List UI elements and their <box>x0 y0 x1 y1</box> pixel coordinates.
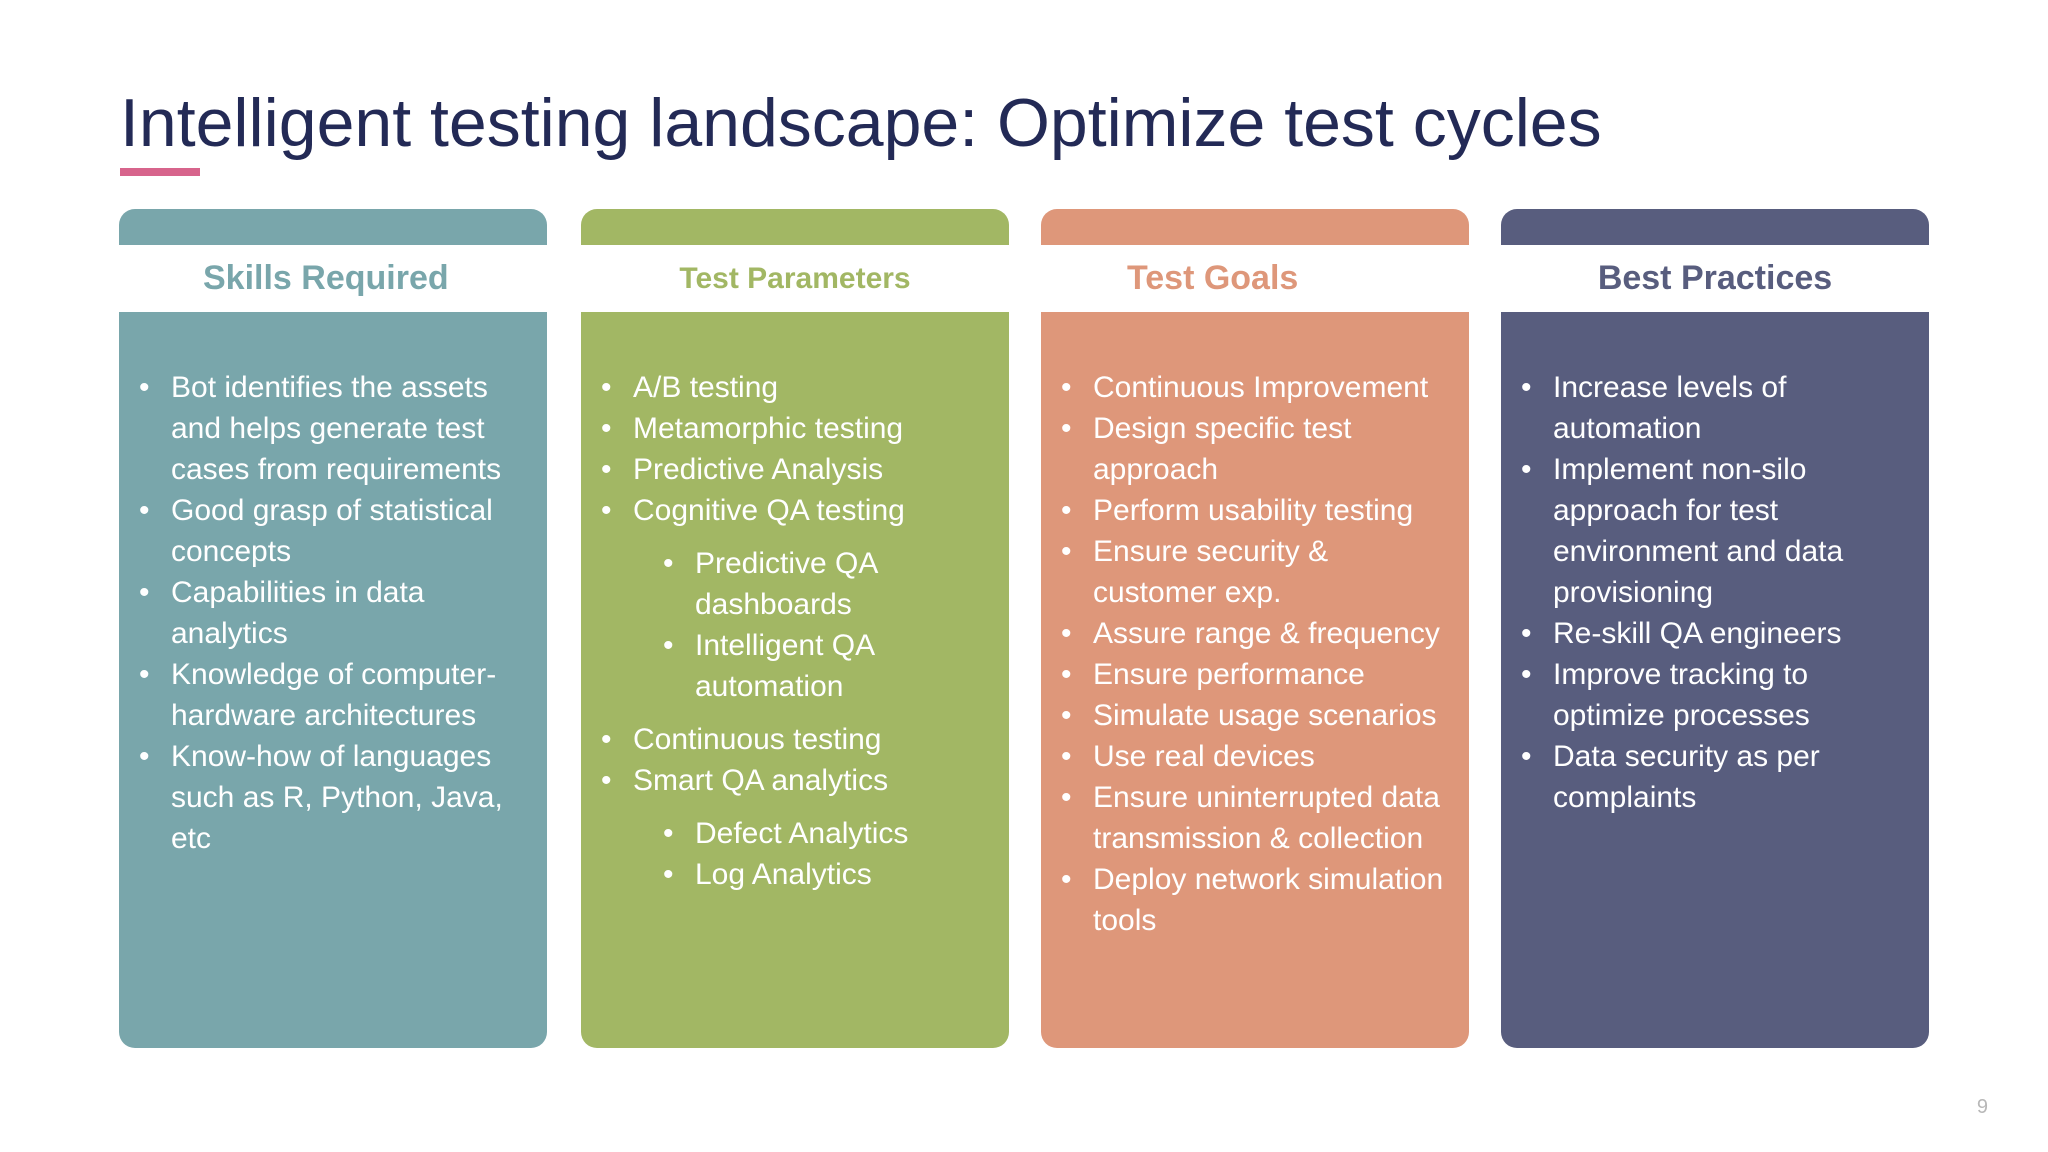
title-accent-bar <box>120 168 200 176</box>
card-best-practices: Best Practices Increase levels of automa… <box>1501 209 1929 1048</box>
list-item: Re-skill QA engineers <box>1521 613 1919 654</box>
list-item: Use real devices <box>1061 736 1459 777</box>
card-header-goals: Test Goals <box>1041 245 1469 312</box>
list-item: Ensure uninterrupted data transmission &… <box>1061 777 1459 859</box>
list-item: Increase levels of automation <box>1521 367 1919 449</box>
list-item: Capabilities in data analytics <box>139 572 537 654</box>
list-item: Continuous testing <box>601 719 999 760</box>
sub-list-item: Defect Analytics <box>663 813 999 854</box>
sub-list-item: Intelligent QA automation <box>663 625 999 707</box>
list-item: Know-how of languages such as R, Python,… <box>139 736 537 859</box>
list-item: Improve tracking to optimize processes <box>1521 654 1919 736</box>
list-item: Perform usability testing <box>1061 490 1459 531</box>
slide-title: Intelligent testing landscape: Optimize … <box>120 85 1602 161</box>
list-item: Bot identifies the assets and helps gene… <box>139 367 537 490</box>
list-item: Predictive Analysis <box>601 449 999 490</box>
skills-list: Bot identifies the assets and helps gene… <box>119 367 547 859</box>
list-item: Data security as per complaints <box>1521 736 1919 818</box>
list-item: Assure range & frequency <box>1061 613 1459 654</box>
list-item: Good grasp of statistical concepts <box>139 490 537 572</box>
sub-list-item: Predictive QA dashboards <box>663 543 999 625</box>
list-item: Continuous Improvement <box>1061 367 1459 408</box>
list-item: Knowledge of computer-hardware architect… <box>139 654 537 736</box>
list-item: Simulate usage scenarios <box>1061 695 1459 736</box>
card-test-goals: Test Goals Continuous Improvement Design… <box>1041 209 1469 1048</box>
list-item: Ensure security & customer exp. <box>1061 531 1459 613</box>
list-item: Smart QA analytics <box>601 760 999 801</box>
list-item: Implement non-silo approach for test env… <box>1521 449 1919 613</box>
card-skills-required: Skills Required Bot identifies the asset… <box>119 209 547 1048</box>
list-item: Ensure performance <box>1061 654 1459 695</box>
card-test-parameters: Test Parameters A/B testing Metamorphic … <box>581 209 1009 1048</box>
list-item: Deploy network simulation tools <box>1061 859 1459 941</box>
card-header-parameters: Test Parameters <box>581 245 1009 312</box>
list-item: Metamorphic testing <box>601 408 999 449</box>
goals-list: Continuous Improvement Design specific t… <box>1041 367 1469 941</box>
list-item: Cognitive QA testing <box>601 490 999 531</box>
parameters-list: A/B testing Metamorphic testing Predicti… <box>581 367 1009 895</box>
card-header-practices: Best Practices <box>1501 245 1929 312</box>
card-header-skills: Skills Required <box>119 245 547 312</box>
list-item: Design specific test approach <box>1061 408 1459 490</box>
sub-list-item: Log Analytics <box>663 854 999 895</box>
list-item: A/B testing <box>601 367 999 408</box>
practices-list: Increase levels of automation Implement … <box>1501 367 1929 818</box>
page-number: 9 <box>1976 1096 1988 1118</box>
